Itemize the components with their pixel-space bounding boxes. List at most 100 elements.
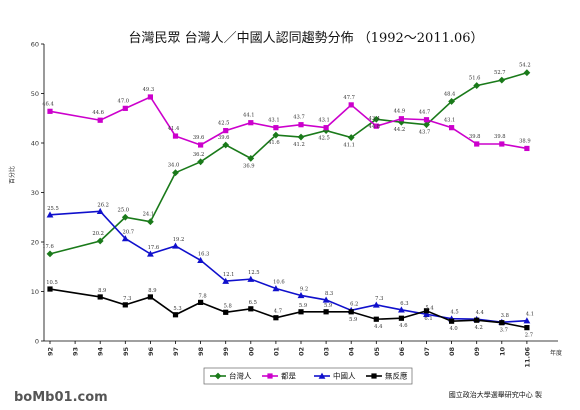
data-point xyxy=(46,211,54,218)
series-line xyxy=(49,288,528,329)
y-tick-label: 30 xyxy=(31,189,39,197)
data-point xyxy=(122,105,128,111)
data-point xyxy=(298,309,304,315)
data-label: 44.8 xyxy=(369,124,381,130)
data-point xyxy=(273,315,279,321)
data-label: 20.2 xyxy=(92,231,104,237)
data-label: 44.6 xyxy=(92,110,104,116)
x-tick-label: 05 xyxy=(373,347,381,357)
data-label: 7.3 xyxy=(123,296,131,302)
legend-label: 都是 xyxy=(281,372,296,381)
data-point xyxy=(223,128,229,134)
data-label: 6.2 xyxy=(350,301,358,307)
data-point xyxy=(423,117,430,123)
data-label: 49.3 xyxy=(143,87,155,93)
data-label: 16.3 xyxy=(198,251,210,257)
legend-label: 無反應 xyxy=(385,371,408,381)
data-label: 4.4 xyxy=(476,310,485,316)
data-point xyxy=(348,309,354,315)
data-label: 4.7 xyxy=(274,309,282,315)
data-label: 43.1 xyxy=(318,118,330,124)
data-point xyxy=(524,145,530,152)
data-label: 25.5 xyxy=(47,206,59,212)
data-label: 8.3 xyxy=(325,291,333,297)
series-1 xyxy=(46,69,531,258)
data-point xyxy=(323,309,329,315)
legend-swatch-marker xyxy=(214,372,222,380)
data-label: 43.4 xyxy=(369,116,381,122)
data-point xyxy=(147,218,154,226)
legend-item: 中國人 xyxy=(314,371,356,381)
data-label: 44.9 xyxy=(394,109,406,115)
data-point xyxy=(372,301,380,308)
data-labels-layer: 17.6 20.2 25.0 24.1 34.0 36.2 39.6 36.9 41.6 41.2… xyxy=(42,63,534,339)
data-point xyxy=(499,320,505,326)
data-label: 41.1 xyxy=(343,143,355,149)
data-point xyxy=(323,125,329,131)
series-3 xyxy=(46,207,531,325)
data-label: 4.0 xyxy=(449,326,457,332)
x-tick-label: 01 xyxy=(272,347,280,357)
data-label: 4.6 xyxy=(399,323,407,329)
x-tick-label: 02 xyxy=(298,347,306,356)
data-label: 43.1 xyxy=(268,118,280,124)
data-label: 52.7 xyxy=(494,70,506,76)
legend-swatch-marker xyxy=(318,372,326,379)
data-point xyxy=(248,120,254,126)
data-label: 2.7 xyxy=(525,333,533,339)
data-point xyxy=(96,237,104,245)
legend-item: 都是 xyxy=(262,372,296,381)
data-label: 25.0 xyxy=(118,207,130,213)
data-point xyxy=(423,121,430,129)
x-tick-label: 06 xyxy=(398,347,406,357)
x-tick-label: 95 xyxy=(122,347,130,357)
data-point xyxy=(197,158,204,166)
data-label: 9.2 xyxy=(300,286,308,292)
data-point xyxy=(398,306,405,313)
x-tick-label: 10 xyxy=(498,347,506,357)
data-label: 48.4 xyxy=(444,91,456,97)
y-tick-label: 10 xyxy=(31,288,39,296)
y-tick-label: 60 xyxy=(31,40,39,48)
x-tick-label: 09 xyxy=(473,347,481,357)
data-label: 20.7 xyxy=(123,230,135,236)
data-point xyxy=(348,102,354,108)
data-label: 5.9 xyxy=(299,303,307,309)
data-label: 39.8 xyxy=(469,134,481,140)
x-tick-label: 03 xyxy=(323,347,331,356)
x-tick-label: 07 xyxy=(423,347,431,356)
data-label: 38.9 xyxy=(519,138,531,144)
data-label: 24.1 xyxy=(143,212,155,218)
data-point xyxy=(272,285,280,292)
data-point xyxy=(398,315,404,321)
data-label: 39.6 xyxy=(218,135,230,141)
x-tick-label: 97 xyxy=(172,347,180,356)
data-point xyxy=(474,317,480,323)
data-label: 47.0 xyxy=(118,98,130,104)
data-label: 6.5 xyxy=(249,300,257,306)
watermark: boMb01.com xyxy=(14,390,108,405)
data-point xyxy=(147,294,153,300)
data-point xyxy=(423,308,430,314)
x-tick-label: 98 xyxy=(197,347,205,357)
x-tick-label: 04 xyxy=(348,347,356,357)
data-label: 7.3 xyxy=(375,296,383,302)
credit-text: 國立政治大學選舉研究中心 製 xyxy=(449,390,542,399)
data-label: 5.9 xyxy=(349,317,357,323)
data-label: 10.6 xyxy=(273,280,285,286)
data-label: 6.3 xyxy=(400,301,408,307)
data-point xyxy=(449,318,455,324)
data-point xyxy=(523,317,531,324)
data-label: 47.7 xyxy=(343,95,355,101)
data-label: 3.7 xyxy=(500,328,508,334)
chart-title: 台灣民眾 台灣人／中國人認同趨勢分佈 （1992～2011.06） xyxy=(128,30,483,46)
data-label: 8.9 xyxy=(148,288,156,294)
data-point xyxy=(372,115,380,123)
data-label: 44.2 xyxy=(394,127,406,133)
series-4 xyxy=(47,286,530,331)
x-axis-title: 年度 xyxy=(550,349,562,357)
data-point xyxy=(172,242,179,249)
x-tick-label: 08 xyxy=(448,347,456,357)
data-point xyxy=(247,275,255,282)
legend-item: 無反應 xyxy=(366,371,408,381)
